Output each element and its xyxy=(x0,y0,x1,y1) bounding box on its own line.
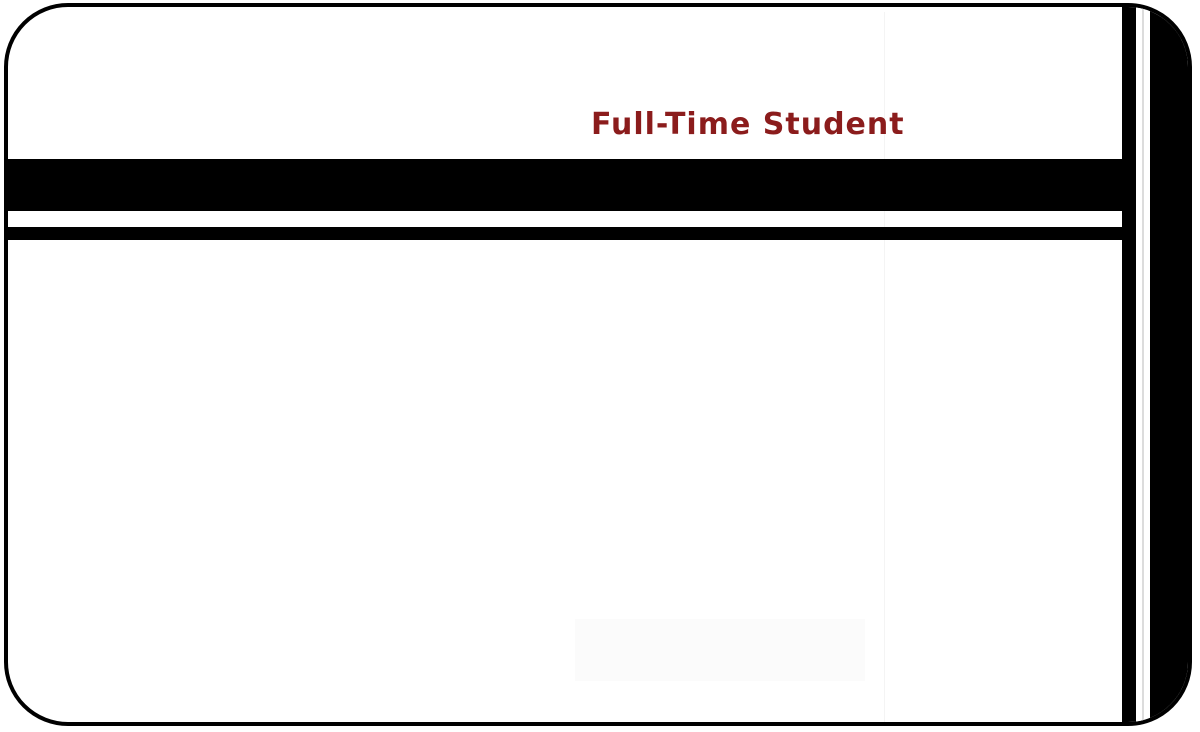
id-card: Full-Time Student xyxy=(4,3,1192,726)
vertical-stripe-inner xyxy=(1122,7,1136,722)
faint-column-guide xyxy=(884,12,885,722)
vertical-stripe-outer xyxy=(1150,7,1188,722)
faint-panel xyxy=(575,619,865,681)
thin-stripe xyxy=(8,227,1128,240)
thick-stripe xyxy=(8,159,1128,211)
status-label: Full-Time Student xyxy=(591,107,905,142)
vertical-stripe-gap-line xyxy=(1142,7,1144,722)
